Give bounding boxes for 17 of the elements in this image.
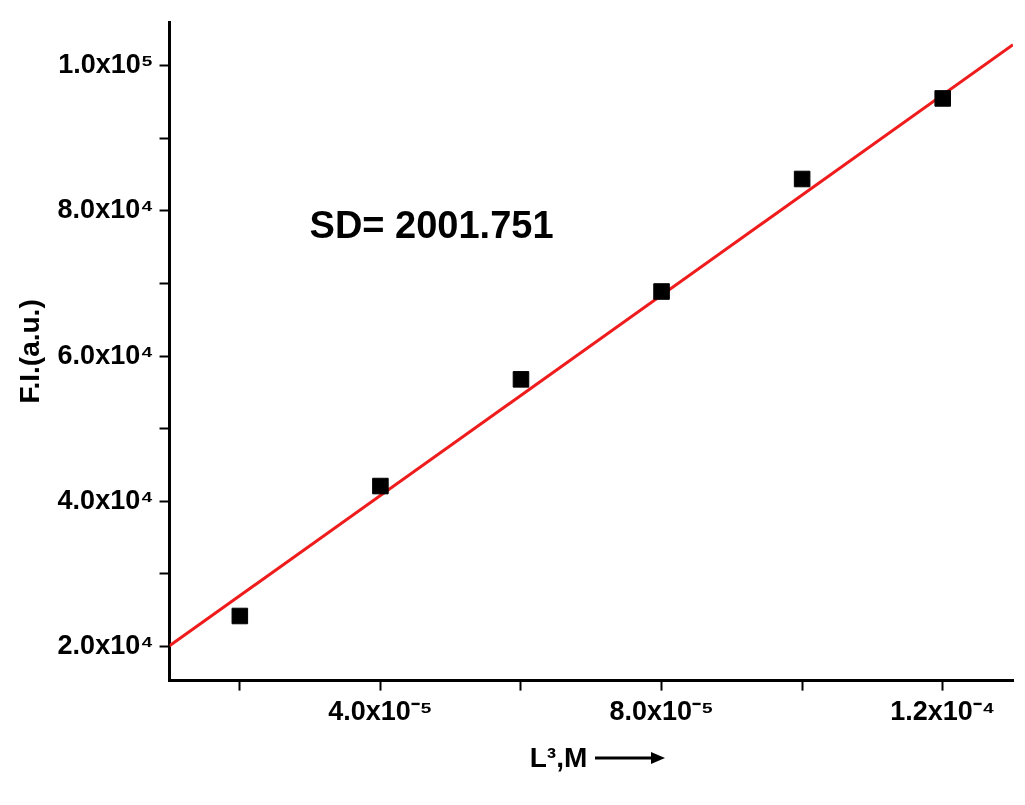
point xyxy=(934,90,951,107)
point xyxy=(231,607,249,625)
point xyxy=(512,371,530,388)
y-tick-label: 1.0x10⁵ xyxy=(58,49,154,80)
x-tick-label: 4.0x10⁻⁵ xyxy=(328,696,433,727)
y-tick-label: 6.0x10⁴ xyxy=(57,339,154,370)
y-tick-label: 4.0x10⁴ xyxy=(57,484,154,515)
x-tick-label: 8.0x10⁻⁵ xyxy=(609,696,714,727)
point xyxy=(653,283,670,300)
y-axis-title: F.I.(a.u.) xyxy=(13,299,45,404)
x-axis-title: L³,M xyxy=(529,742,588,774)
point xyxy=(372,477,389,495)
annotation: SD= 2001.751 xyxy=(309,203,554,246)
y-tick-label: 2.0x10⁴ xyxy=(57,629,154,660)
x-tick-label: 1.2x10⁻⁴ xyxy=(890,696,996,727)
point xyxy=(793,170,811,188)
y-tick-label: 8.0x10⁴ xyxy=(57,194,154,225)
